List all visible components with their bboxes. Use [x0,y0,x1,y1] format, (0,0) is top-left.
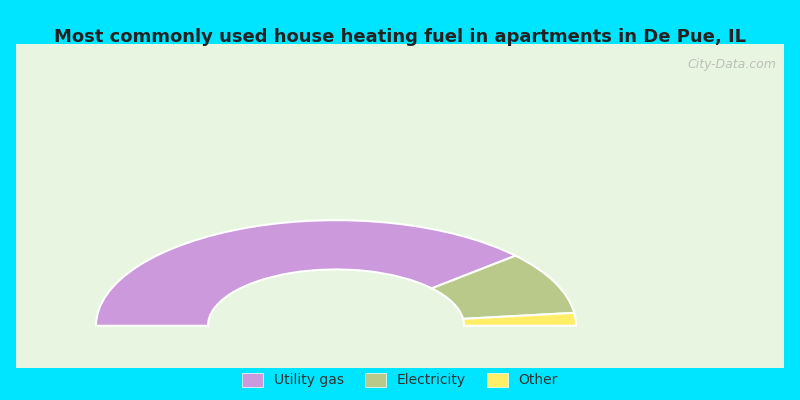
Wedge shape [463,313,576,326]
Legend: Utility gas, Electricity, Other: Utility gas, Electricity, Other [237,367,563,393]
Wedge shape [96,220,515,326]
Text: Most commonly used house heating fuel in apartments in De Pue, IL: Most commonly used house heating fuel in… [54,28,746,46]
Text: City-Data.com: City-Data.com [687,58,776,71]
Wedge shape [432,256,574,319]
